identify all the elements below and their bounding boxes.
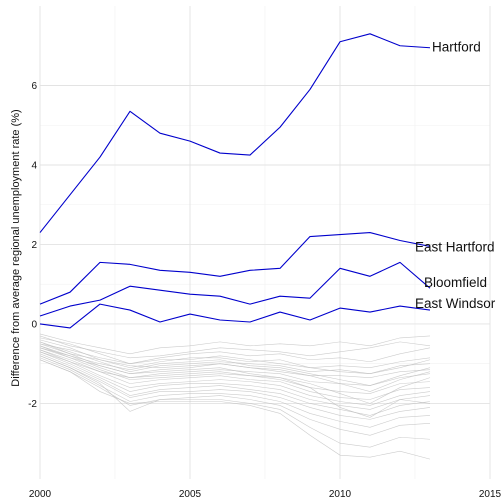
series-line-hartford — [39, 33, 431, 233]
x-tick-label: 2005 — [179, 489, 202, 500]
y-tick-label: 4 — [31, 160, 37, 171]
background-series-line — [39, 333, 431, 355]
background-series-line — [39, 343, 431, 374]
background-series-line — [39, 339, 431, 369]
series-label-layer: Hartford East Hartford Bloomfield East Wind… — [415, 40, 496, 311]
background-series-line — [39, 359, 431, 436]
background-series-line — [39, 357, 431, 428]
background-series-line — [39, 337, 431, 365]
y-tick-label: 6 — [31, 81, 37, 92]
highlight-series-layer — [39, 33, 431, 329]
grid-layer — [39, 6, 491, 479]
series-line-east-hartford — [39, 232, 431, 305]
background-series-line — [39, 349, 431, 400]
background-series-line — [39, 359, 431, 460]
y-tick-label: -2 — [28, 399, 37, 410]
background-series-line — [39, 335, 431, 359]
x-tick-label: 2015 — [479, 489, 502, 500]
series-line-east-windsor — [39, 303, 431, 329]
background-series-line — [39, 353, 431, 416]
background-series-line — [39, 349, 431, 418]
background-series-layer — [39, 333, 431, 460]
series-label-hartford: Hartford — [432, 40, 481, 55]
y-axis-title: Difference from average regional unemplo… — [10, 109, 22, 386]
background-series-line — [39, 351, 431, 410]
background-series-line — [39, 355, 431, 420]
background-series-line — [39, 355, 431, 448]
background-series-line — [39, 345, 431, 404]
y-tick-label: 0 — [31, 319, 37, 330]
series-label-east-hartford: East Hartford — [415, 239, 495, 254]
y-tick-label: 2 — [31, 240, 37, 251]
background-series-line — [39, 351, 431, 406]
series-label-bloomfield: Bloomfield — [424, 275, 487, 290]
background-series-line — [39, 341, 431, 392]
background-series-line — [39, 347, 431, 394]
series-label-east-windsor: East Windsor — [415, 296, 496, 311]
tick-label-layer: 2000 2005 2010 2015 -2 0 2 4 6 — [28, 81, 501, 500]
background-series-line — [39, 347, 431, 386]
series-line-bloomfield — [39, 261, 431, 317]
x-tick-label: 2010 — [329, 489, 352, 500]
x-tick-label: 2000 — [29, 489, 52, 500]
